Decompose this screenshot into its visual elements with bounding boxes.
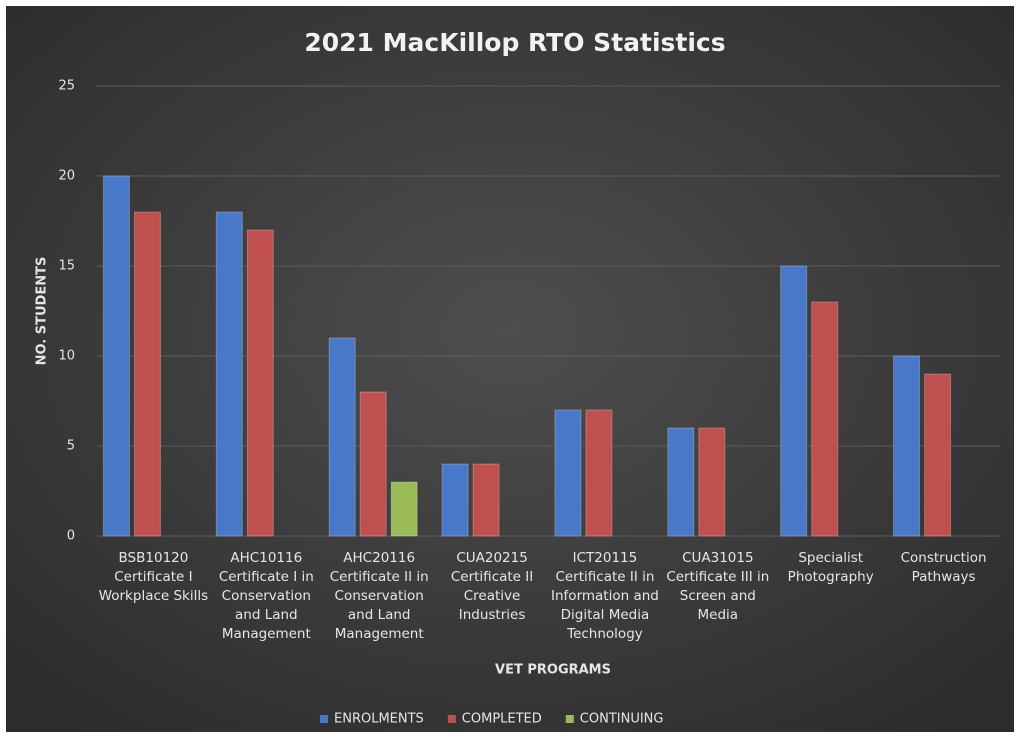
x-tick-line: Conservation — [335, 588, 424, 604]
x-tick-label: ICT20115 Certificate II in Information and… — [551, 550, 659, 642]
y-tick-label: 20 — [58, 169, 75, 184]
x-tick-line: Industries — [459, 607, 526, 623]
y-tick-label: 0 — [67, 529, 75, 544]
x-tick-line: AHC20116 — [343, 550, 415, 566]
x-tick-label: Specialist Photography — [788, 550, 874, 585]
x-tick-line: and Land — [348, 607, 411, 623]
bar — [585, 409, 613, 537]
bar — [472, 463, 500, 537]
x-tick-line: Information and — [551, 588, 659, 604]
x-tick-line: Media — [698, 607, 739, 623]
bar — [554, 409, 582, 537]
x-tick-line: Certificate II — [451, 569, 533, 585]
x-tick-line: CUA31015 — [682, 550, 754, 566]
bar — [924, 373, 952, 537]
x-tick-line: Certificate I in — [219, 569, 314, 585]
legend-label: COMPLETED — [462, 712, 542, 727]
y-tick-label: 15 — [58, 259, 75, 274]
x-tick-label: CUA20215 Certificate II Creative Industries — [451, 550, 533, 623]
background — [6, 6, 1014, 732]
bar — [102, 175, 130, 537]
x-tick-label: CUA31015 Certificate III in Screen and Medi… — [666, 550, 769, 623]
x-tick-line: ICT20115 — [573, 550, 638, 566]
x-tick-line: AHC10116 — [230, 550, 302, 566]
bar — [215, 211, 243, 537]
bar — [390, 481, 418, 537]
bar — [811, 301, 839, 537]
legend-swatch — [320, 715, 328, 723]
x-tick-line: BSB10120 — [119, 550, 189, 566]
x-tick-line: Specialist — [798, 550, 863, 566]
chart-title: 2021 MacKillop RTO Statistics — [304, 28, 725, 57]
x-tick-line: Digital Media — [561, 607, 650, 623]
x-tick-line: Technology — [566, 626, 643, 642]
y-tick-label: 25 — [58, 79, 75, 94]
x-tick-line: Certificate I — [114, 569, 192, 585]
x-tick-line: Screen and — [680, 588, 756, 604]
bar — [441, 463, 469, 537]
x-tick-line: CUA20215 — [456, 550, 528, 566]
x-tick-line: Workplace Skills — [99, 588, 208, 604]
x-tick-line: Certificate II in — [330, 569, 429, 585]
x-tick-label: AHC20116 Certificate II in Conservation and… — [330, 550, 429, 642]
x-tick-line: and Land — [235, 607, 298, 623]
x-axis-title: VET PROGRAMS — [495, 663, 611, 678]
legend-swatch — [447, 715, 456, 723]
x-tick-line: Certificate III in — [666, 569, 769, 585]
x-tick-line: Pathways — [912, 569, 976, 585]
x-tick-line: Management — [222, 626, 311, 642]
bar — [359, 391, 387, 537]
legend-swatch — [565, 715, 574, 723]
bar — [133, 211, 161, 537]
bar — [780, 265, 808, 537]
x-tick-line: Management — [335, 626, 424, 642]
x-tick-line: Certificate II in — [555, 569, 654, 585]
x-tick-line: Creative — [464, 588, 521, 604]
bar — [328, 337, 356, 537]
x-tick-label: Construction Pathways — [901, 550, 987, 585]
bar — [893, 355, 921, 537]
y-tick-label: 5 — [67, 439, 75, 454]
legend-label: ENROLMENTS — [334, 712, 424, 727]
bar — [698, 427, 726, 537]
bar — [667, 427, 695, 537]
y-axis-title: NO. STUDENTS — [35, 257, 50, 366]
bar — [246, 229, 274, 537]
x-tick-label: AHC10116 Certificate I in Conservation and … — [219, 550, 314, 642]
y-tick-label: 10 — [58, 349, 75, 364]
legend-label: CONTINUING — [580, 712, 664, 727]
x-tick-line: Construction — [901, 550, 987, 566]
x-tick-line: Photography — [788, 569, 874, 585]
x-tick-line: Conservation — [222, 588, 311, 604]
x-tick-label: BSB10120 Certificate I Workplace Skills — [99, 550, 208, 604]
